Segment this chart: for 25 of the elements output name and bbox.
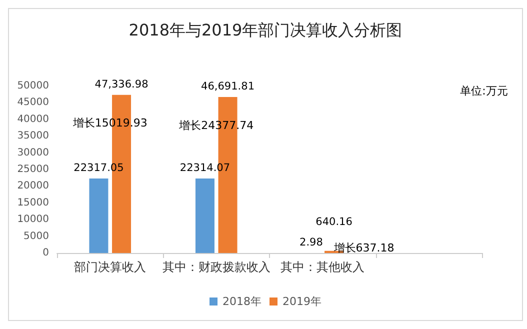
y-tick-label: 15000 bbox=[17, 197, 49, 208]
annotation: 增长637.18 bbox=[332, 242, 394, 254]
y-tick-label: 25000 bbox=[17, 164, 49, 175]
data-label: 46,691.81 bbox=[201, 80, 254, 93]
y-tick-label: 30000 bbox=[17, 147, 49, 158]
annotation: 单位:万元 bbox=[460, 84, 508, 98]
legend-label: 2018年 bbox=[222, 295, 262, 308]
y-tick-label: 50000 bbox=[17, 80, 49, 92]
y-tick-label: 40000 bbox=[17, 114, 49, 125]
legend-label: 2019年 bbox=[282, 295, 322, 308]
y-tick-label: 10000 bbox=[17, 214, 49, 226]
x-tick-label: 部门决算收入 bbox=[74, 260, 146, 274]
data-label: 47,336.98 bbox=[94, 78, 148, 90]
y-tick-label: 45000 bbox=[17, 97, 49, 108]
x-tick-label: 其中：其他收入 bbox=[280, 260, 365, 274]
x-tick-label: 其中：财政拨款收入 bbox=[162, 260, 270, 274]
y-tick-label: 35000 bbox=[17, 130, 49, 142]
chart-title: 2018年与2019年部门决算收入分析图 bbox=[128, 20, 402, 40]
y-tick-label: 5000 bbox=[24, 230, 49, 242]
bar bbox=[195, 178, 214, 253]
y-tick-label: 20000 bbox=[17, 180, 49, 192]
data-label: 2.98 bbox=[300, 236, 323, 248]
bar bbox=[89, 178, 108, 253]
data-label: 640.16 bbox=[316, 216, 353, 228]
y-tick-label: 0 bbox=[42, 248, 49, 258]
